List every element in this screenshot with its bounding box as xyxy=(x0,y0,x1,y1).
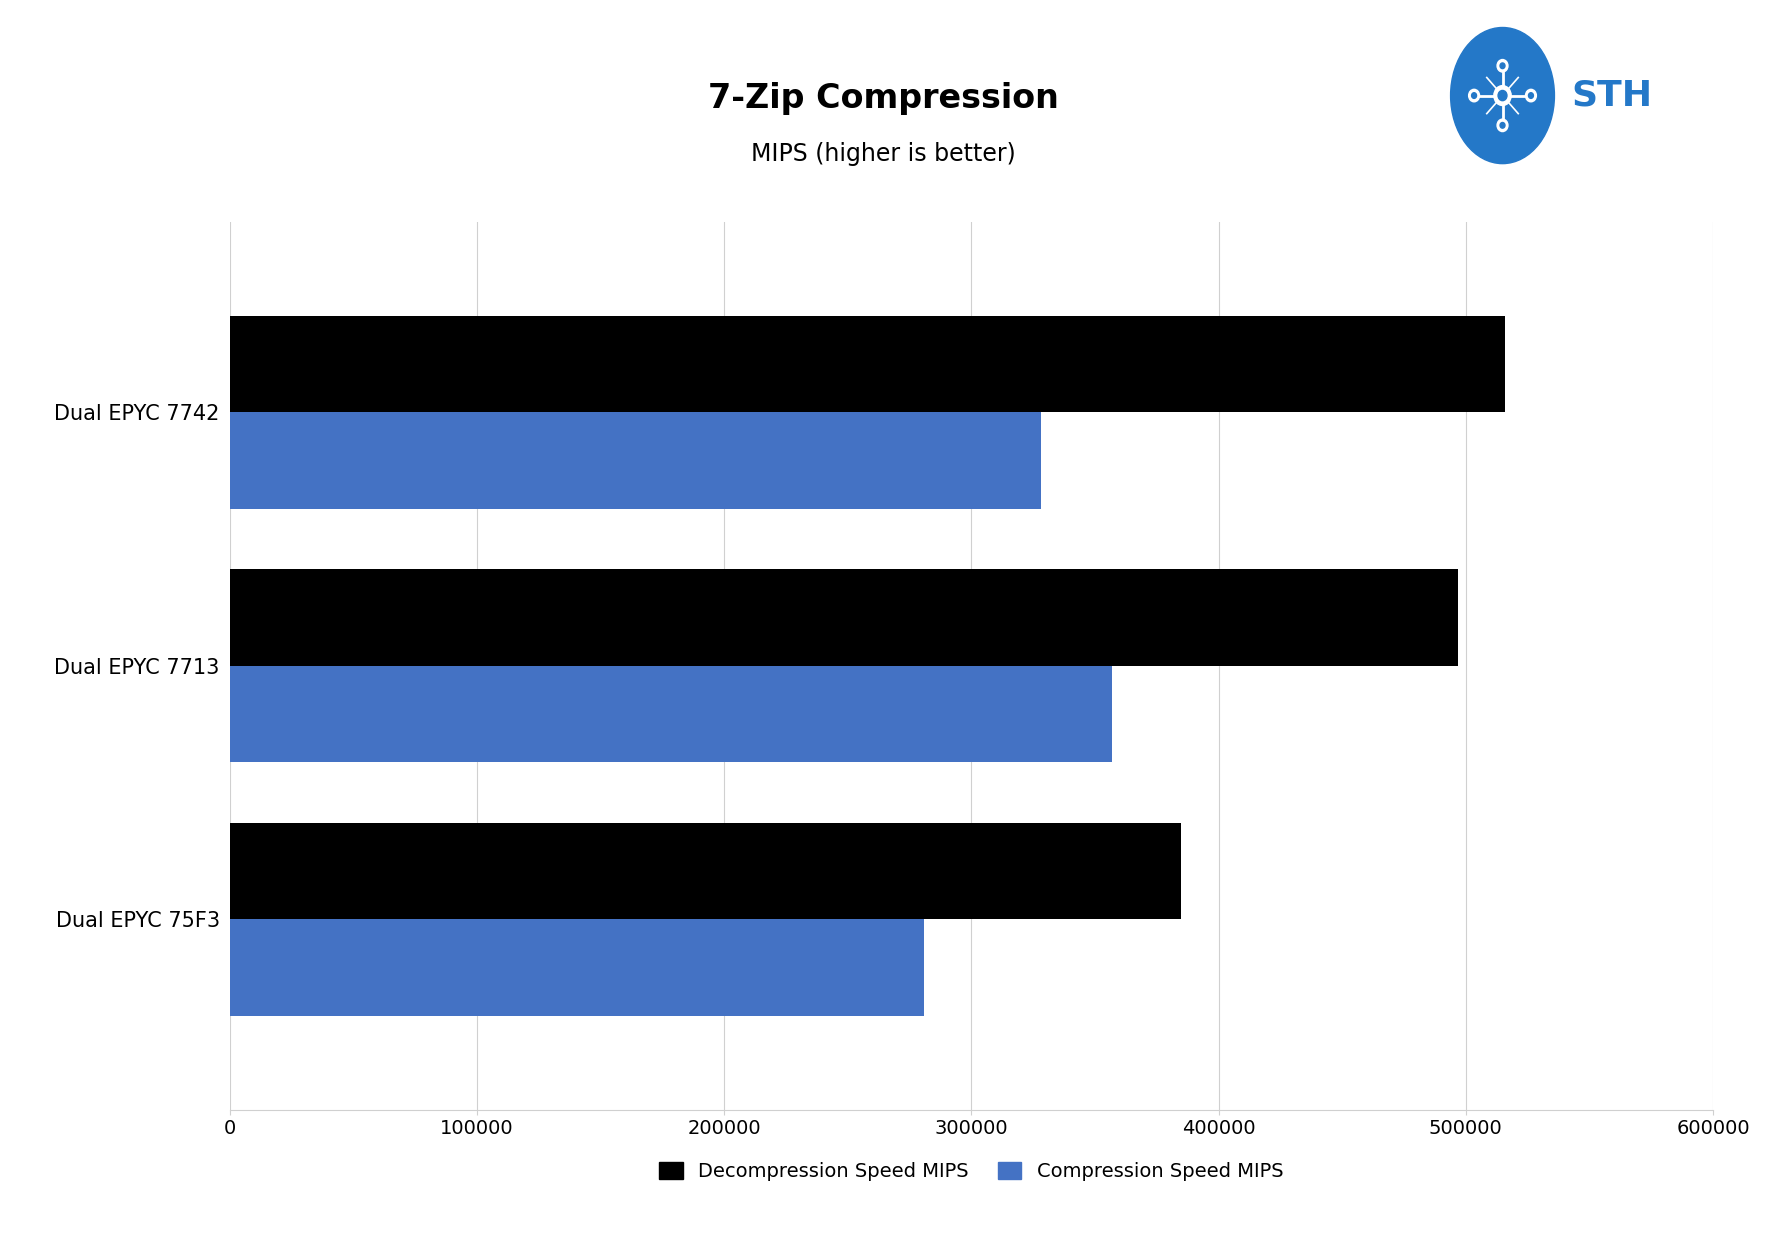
Bar xyxy=(230,824,1181,920)
Bar xyxy=(230,920,924,1016)
Circle shape xyxy=(1499,63,1505,69)
Legend: Decompression Speed MIPS, Compression Speed MIPS: Decompression Speed MIPS, Compression Sp… xyxy=(652,1154,1291,1189)
Circle shape xyxy=(1469,89,1480,102)
Circle shape xyxy=(1498,120,1508,132)
Circle shape xyxy=(1498,90,1506,101)
Bar xyxy=(230,412,1040,508)
Text: MIPS (higher is better): MIPS (higher is better) xyxy=(751,142,1015,166)
Circle shape xyxy=(1528,92,1533,99)
Text: 7-Zip Compression: 7-Zip Compression xyxy=(708,83,1058,115)
Circle shape xyxy=(1494,85,1512,106)
Bar xyxy=(230,666,1113,762)
Text: STH: STH xyxy=(1572,79,1653,112)
Ellipse shape xyxy=(1450,27,1554,164)
Circle shape xyxy=(1471,92,1476,99)
Circle shape xyxy=(1526,89,1536,102)
Circle shape xyxy=(1498,59,1508,72)
Bar xyxy=(230,570,1459,666)
Circle shape xyxy=(1499,122,1505,128)
Bar xyxy=(230,316,1505,412)
